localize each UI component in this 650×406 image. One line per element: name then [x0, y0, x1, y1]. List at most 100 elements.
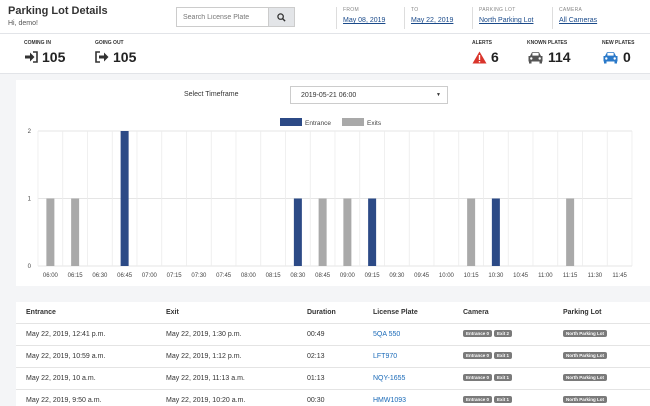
column-header-entrance[interactable]: Entrance: [26, 309, 56, 316]
x-tick-label: 10:00: [439, 273, 455, 279]
table-header-row: Entrance Exit Duration License Plate Cam…: [16, 302, 650, 324]
bar-entrance[interactable]: [368, 198, 377, 267]
stat-going-out: GOING OUT 105: [95, 40, 136, 65]
bar-entrance[interactable]: [120, 131, 129, 266]
license-plate-link[interactable]: LFT970: [373, 353, 398, 360]
activity-bar-chart: 0 1 2 06:00 06:15 06:30 06:45 07:00 07:15 07:30 07…: [28, 118, 633, 279]
camera-badge: Exit 1: [494, 352, 513, 359]
stat-alerts-label: ALERTS: [472, 40, 492, 46]
x-tick-label: 07:00: [142, 273, 158, 279]
camera-badges: Entrance 0 Exit 1: [463, 374, 514, 381]
bar-entrance[interactable]: [491, 198, 500, 267]
camera-badge: Entrance 0: [463, 396, 493, 403]
duration: 00:49: [307, 331, 325, 338]
camera-badges: Entrance 0 Exit 1: [463, 352, 514, 359]
column-header-parking-lot[interactable]: Parking Lot: [563, 309, 602, 316]
exit-time: May 22, 2019, 10:20 a.m.: [166, 397, 246, 404]
timeframe-select[interactable]: 2019-05-21 06:00 ▼: [290, 86, 448, 104]
exit-time: May 22, 2019, 11:13 a.m.: [166, 375, 245, 382]
entrance-time: May 22, 2019, 12:41 p.m.: [26, 331, 106, 338]
car-icon: [603, 51, 618, 63]
column-header-camera[interactable]: Camera: [463, 309, 489, 316]
stat-new-plates: NEW PLATES 0: [602, 40, 634, 65]
stat-new-plates-value: 0: [623, 49, 631, 65]
filter-to-value[interactable]: May 22, 2019: [411, 17, 454, 24]
exit-time: May 22, 2019, 1:30 p.m.: [166, 331, 242, 338]
filter-camera-label: CAMERA: [559, 7, 583, 13]
x-tick-label: 06:45: [117, 273, 133, 279]
x-tick-label: 06:30: [92, 273, 108, 279]
column-header-exit[interactable]: Exit: [166, 309, 179, 316]
legend-swatch-entrance[interactable]: [280, 118, 302, 126]
entrance-time: May 22, 2019, 10:59 a.m.: [26, 353, 106, 360]
x-tick-label: 08:00: [241, 273, 257, 279]
stat-alerts: ALERTS 6: [472, 40, 499, 65]
y-tick-label: 1: [28, 197, 32, 203]
x-tick-label: 09:00: [340, 273, 356, 279]
x-tick-label: 10:15: [464, 273, 480, 279]
table-row: May 22, 2019, 9:50 a.m. May 22, 2019, 10…: [16, 390, 650, 406]
stat-new-plates-label: NEW PLATES: [602, 40, 635, 46]
bar-exits[interactable]: [343, 198, 352, 267]
x-tick-label: 09:45: [414, 273, 430, 279]
x-tick-label: 11:30: [588, 273, 603, 279]
x-tick-label: 09:30: [389, 273, 405, 279]
bar-exits[interactable]: [46, 198, 55, 267]
x-tick-label: 06:15: [68, 273, 84, 279]
license-plate-link[interactable]: 5QA 550: [373, 331, 401, 338]
filter-camera: CAMERA All Cameras: [552, 7, 597, 29]
filter-from-value[interactable]: May 08, 2019: [343, 17, 386, 24]
column-header-duration[interactable]: Duration: [307, 309, 336, 316]
x-tick-label: 11:00: [538, 273, 553, 279]
x-tick-label: 07:30: [191, 273, 207, 279]
camera-badge: Exit 2: [494, 330, 513, 337]
parking-lot-badge: North Parking Lot: [563, 396, 607, 403]
bar-entrance[interactable]: [293, 198, 302, 267]
duration: 02:13: [307, 353, 325, 360]
filter-parking-lot-value[interactable]: North Parking Lot: [479, 17, 534, 24]
stat-going-out-value: 105: [113, 49, 137, 65]
y-tick-label: 2: [28, 129, 32, 135]
stat-coming-in: COMING IN 105: [24, 40, 65, 65]
x-tick-label: 07:15: [167, 273, 183, 279]
legend-label-entrance[interactable]: Entrance: [305, 120, 331, 127]
bar-exits[interactable]: [467, 198, 476, 267]
camera-badge: Entrance 0: [463, 352, 493, 359]
filter-from: FROM May 08, 2019: [336, 7, 385, 29]
camera-badges: Entrance 0 Exit 2: [463, 330, 514, 337]
parking-lot-cell: North Parking Lot: [563, 374, 609, 381]
filter-camera-value[interactable]: All Cameras: [559, 17, 598, 24]
search-button[interactable]: [268, 7, 295, 27]
search-input[interactable]: [176, 7, 268, 27]
sign-out-icon: [95, 51, 109, 63]
license-plate-link[interactable]: NQY-1655: [373, 375, 406, 382]
caret-down-icon: ▼: [436, 92, 441, 98]
column-header-license-plate[interactable]: License Plate: [373, 309, 418, 316]
page-title: Parking Lot Details: [8, 5, 108, 17]
stat-coming-in-value: 105: [42, 49, 66, 65]
bar-exits[interactable]: [566, 198, 575, 267]
user-greeting: Hi, demo!: [8, 20, 38, 27]
camera-badges: Entrance 0 Exit 1: [463, 396, 514, 403]
x-tick-label: 11:45: [612, 273, 627, 279]
filter-to-label: TO: [411, 7, 419, 13]
bar-exits[interactable]: [71, 198, 80, 267]
entrance-time: May 22, 2019, 10 a.m.: [26, 375, 96, 382]
timeframe-label: Select Timeframe: [184, 91, 239, 98]
filter-from-label: FROM: [343, 7, 359, 13]
x-tick-label: 07:45: [216, 273, 232, 279]
filter-to: TO May 22, 2019: [404, 7, 453, 29]
x-tick-label: 10:45: [513, 273, 529, 279]
search-icon: [277, 12, 286, 22]
license-plate-link[interactable]: HMW1093: [373, 397, 407, 404]
bar-exits[interactable]: [318, 198, 327, 267]
legend-label-exits[interactable]: Exits: [367, 120, 382, 127]
timeframe-value: 2019-05-21 06:00: [301, 91, 357, 99]
stat-known-plates-label: KNOWN PLATES: [527, 40, 568, 46]
duration: 00:30: [307, 397, 325, 404]
stat-going-out-label: GOING OUT: [95, 40, 124, 46]
legend-swatch-exits[interactable]: [342, 118, 364, 126]
y-tick-label: 0: [28, 264, 32, 270]
app-header: Parking Lot Details Hi, demo! FROM May 0…: [0, 0, 650, 34]
